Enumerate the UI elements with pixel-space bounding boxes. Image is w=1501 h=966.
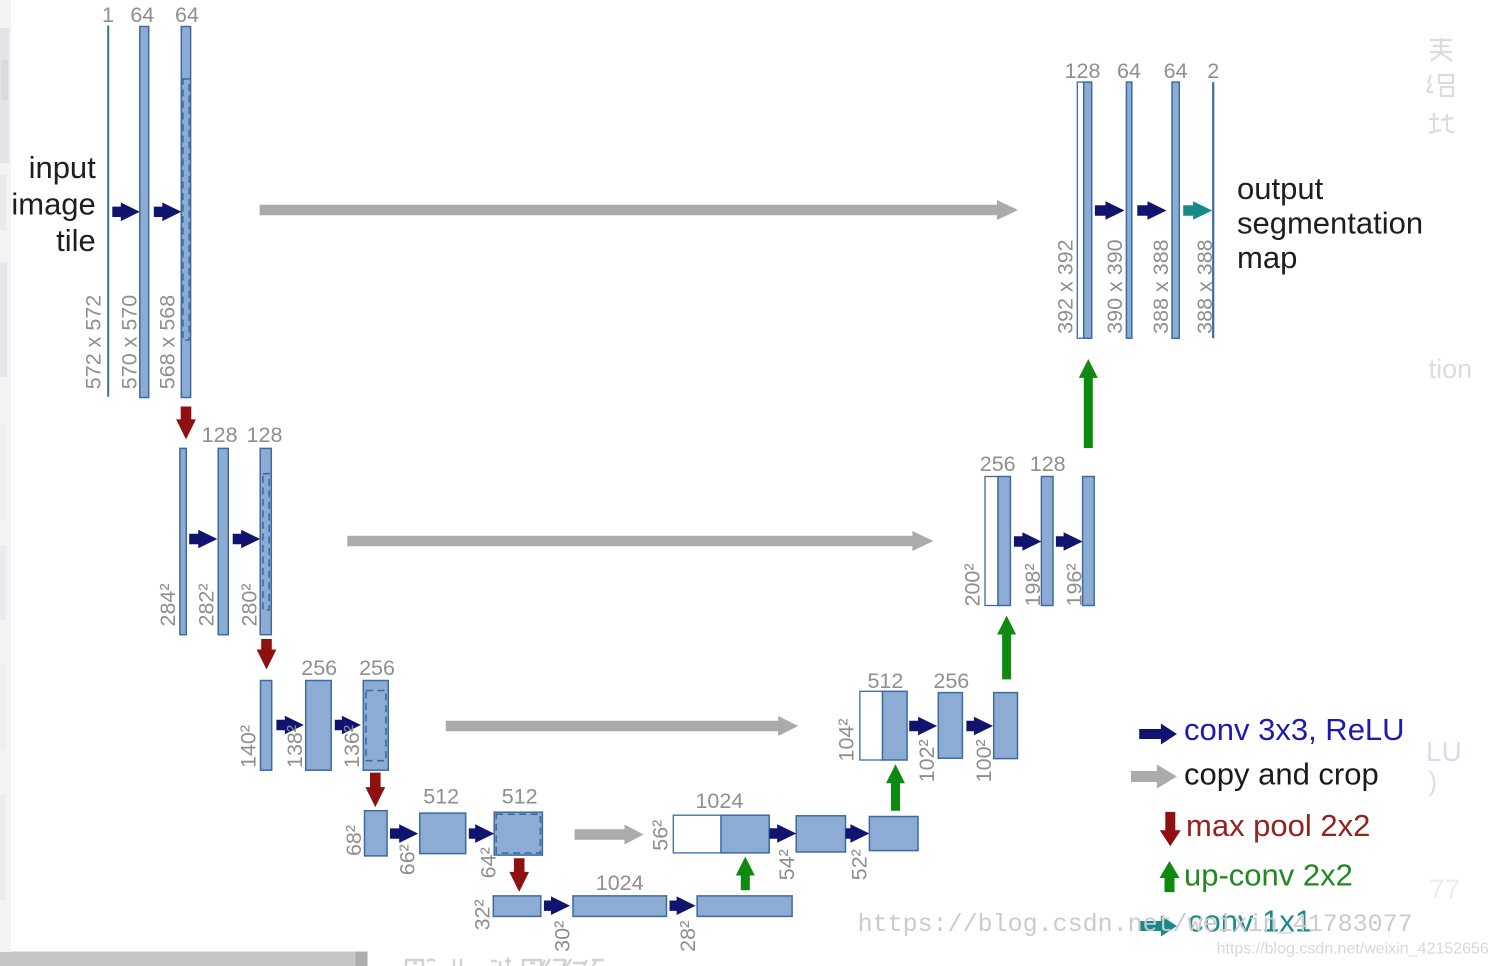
svg-text:138²: 138² (283, 725, 307, 768)
svg-text:100²: 100² (972, 739, 996, 782)
svg-text:198²: 198² (1021, 563, 1045, 606)
svg-text:140²: 140² (237, 725, 261, 768)
svg-text:1: 1 (102, 3, 114, 27)
svg-text:64: 64 (1117, 59, 1141, 83)
svg-text:52²: 52² (847, 849, 871, 880)
svg-text:104²: 104² (834, 718, 858, 761)
svg-text:280²: 280² (237, 583, 261, 626)
svg-text:256: 256 (301, 656, 337, 680)
svg-text:conv 1x1: conv 1x1 (1188, 904, 1312, 939)
svg-text:200²: 200² (961, 563, 985, 606)
svg-text:570 x 570: 570 x 570 (118, 295, 142, 389)
svg-text:568 x 568: 568 x 568 (156, 295, 180, 389)
svg-text:136²: 136² (340, 725, 364, 768)
svg-text:64: 64 (175, 3, 199, 27)
svg-text:392 x 392: 392 x 392 (1053, 239, 1077, 333)
svg-text:tile: tile (56, 223, 96, 258)
svg-text:max pool 2x2: max pool 2x2 (1186, 808, 1370, 843)
svg-text:128: 128 (1030, 452, 1066, 476)
svg-text:512: 512 (502, 785, 538, 809)
svg-text:28²: 28² (676, 921, 700, 952)
svg-text:64: 64 (1164, 59, 1188, 83)
svg-text:1024: 1024 (596, 871, 644, 895)
svg-text:196²: 196² (1062, 563, 1086, 606)
svg-text:54²: 54² (775, 849, 799, 880)
svg-text:1024: 1024 (695, 789, 743, 813)
svg-text:56²: 56² (648, 820, 672, 851)
svg-text:390 x 390: 390 x 390 (1103, 239, 1127, 333)
svg-text:30²: 30² (550, 921, 574, 952)
svg-text:66²: 66² (396, 844, 420, 875)
svg-text:segmentation: segmentation (1237, 206, 1423, 241)
svg-text:77: 77 (1429, 874, 1460, 905)
svg-text:512: 512 (423, 785, 459, 809)
svg-text:tion: tion (1429, 354, 1473, 384)
svg-text:input: input (29, 150, 97, 185)
svg-text:): ) (1428, 766, 1437, 797)
svg-text:256: 256 (359, 656, 395, 680)
svg-text:up-conv 2x2: up-conv 2x2 (1184, 858, 1353, 893)
svg-text:64²: 64² (477, 847, 501, 878)
svg-text:64: 64 (130, 3, 154, 27)
svg-text:388 x 388: 388 x 388 (1193, 239, 1217, 333)
svg-text:LU: LU (1426, 736, 1462, 767)
svg-text:572 x 572: 572 x 572 (81, 295, 105, 389)
svg-text:map: map (1237, 240, 1297, 275)
svg-text:output: output (1237, 171, 1324, 206)
svg-text:128: 128 (202, 423, 238, 447)
svg-text:https://blog.csdn.net/weixin_4: https://blog.csdn.net/weixin_42152656 (1217, 941, 1489, 958)
svg-text:128: 128 (1065, 59, 1101, 83)
svg-text:512: 512 (867, 669, 903, 693)
svg-text:128: 128 (247, 423, 283, 447)
svg-text:image: image (11, 187, 95, 222)
svg-text:282²: 282² (195, 583, 219, 626)
svg-text:2: 2 (1207, 59, 1219, 83)
svg-text:copy and crop: copy and crop (1184, 757, 1379, 792)
svg-text:https://blog.csdn.net/weixin_4: https://blog.csdn.net/weixin_41783077 (858, 910, 1413, 939)
svg-text:conv 3x3, ReLU: conv 3x3, ReLU (1184, 712, 1405, 747)
svg-text:102²: 102² (915, 739, 939, 782)
svg-text:388 x 388: 388 x 388 (1149, 239, 1173, 333)
svg-text:32²: 32² (471, 899, 495, 930)
svg-text:284²: 284² (156, 583, 180, 626)
svg-text:256: 256 (933, 669, 969, 693)
svg-text:68²: 68² (342, 825, 366, 856)
svg-text:256: 256 (980, 452, 1016, 476)
